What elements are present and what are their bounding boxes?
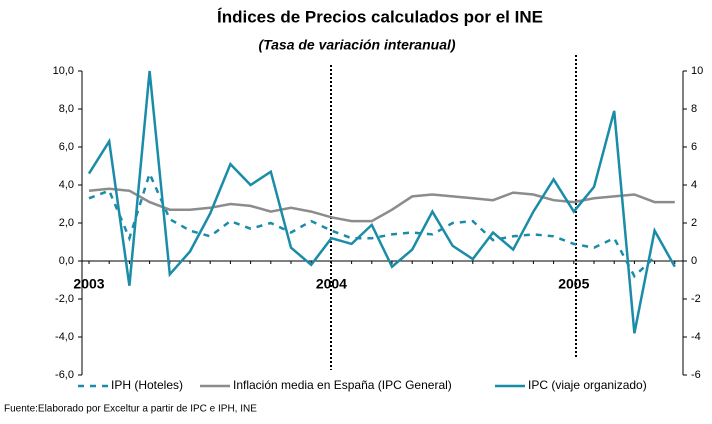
- source: Fuente:Elaborado por Exceltur a partir d…: [4, 404, 257, 415]
- legend-label: IPH (Hoteles): [111, 378, 183, 392]
- y-tick-label: -2,0: [55, 293, 74, 305]
- y2-tick-label: 4: [691, 179, 697, 191]
- y-tick-label: -6,0: [55, 369, 74, 381]
- chart-title: Índices de Precios calculados por el INE: [217, 7, 543, 26]
- y-tick-label: 10,0: [53, 65, 74, 77]
- y2-tick-label: 2: [691, 217, 697, 229]
- x-tick-label: 2004: [316, 276, 347, 292]
- y2-tick-label: 10: [691, 65, 703, 77]
- y2-tick-label: 6: [691, 141, 697, 153]
- y2-tick-label: -2: [691, 293, 701, 305]
- series-line: [87, 70, 676, 334]
- series-line: [88, 170, 656, 279]
- y-tick-label: 8,0: [59, 103, 74, 115]
- y-tick-label: 6,0: [59, 141, 74, 153]
- y-tick-label: 2,0: [59, 217, 74, 229]
- x-tick-label: 2003: [73, 276, 104, 292]
- legend-label: IPC (viaje organizado): [528, 378, 647, 392]
- y2-tick-label: -4: [691, 331, 701, 343]
- y-tick-label: 0,0: [59, 255, 74, 267]
- y2-tick-label: 8: [691, 103, 697, 115]
- y2-tick-label: 0: [691, 255, 697, 267]
- series-line: [88, 187, 675, 223]
- y2-tick-label: -6: [691, 369, 701, 381]
- y-tick-label: 4,0: [59, 179, 74, 191]
- x-tick-label: 2005: [558, 276, 589, 292]
- chart-subtitle: (Tasa de variación interanual): [258, 37, 455, 53]
- y-tick-label: -4,0: [55, 331, 74, 343]
- legend-label: Inflación media en España (IPC General): [233, 378, 452, 392]
